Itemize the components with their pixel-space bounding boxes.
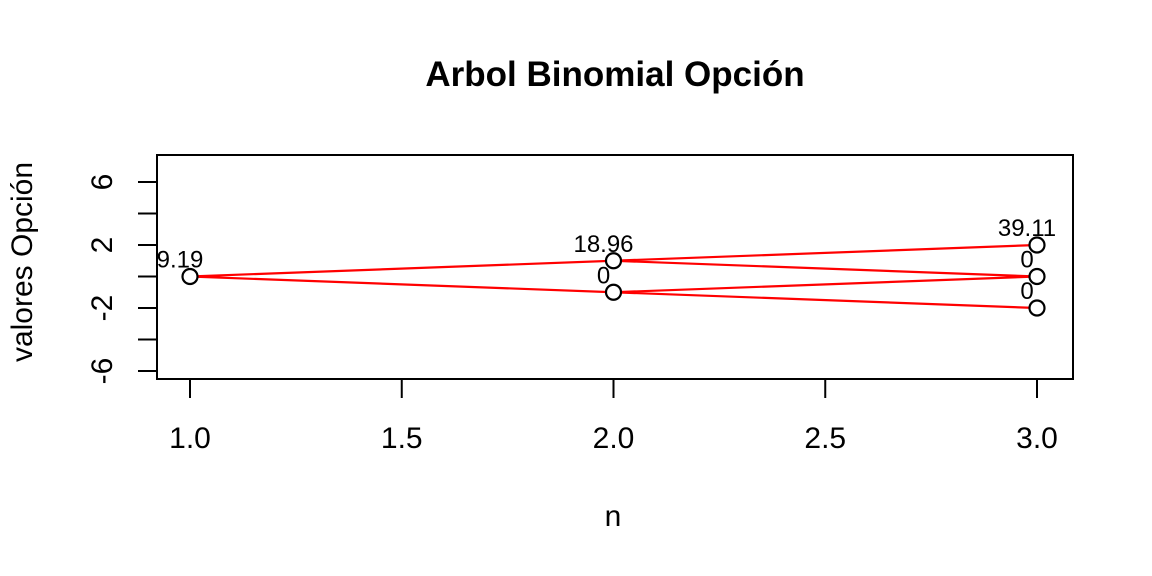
tree-edge [189, 275, 614, 294]
plot-border [156, 154, 1074, 380]
tree-node [1028, 299, 1046, 317]
x-axis-ticks: 1.0 1.5 2.0 2.5 3.0 [169, 380, 1058, 455]
y-tick-label: -2 [86, 295, 119, 322]
node-value-label: 9.19 [157, 247, 204, 274]
x-tick-label: 2.5 [804, 422, 846, 455]
node-value-label: 18.96 [573, 231, 633, 258]
tree-edge [613, 243, 1038, 262]
node-value-labels: 9.19 18.96 0 39.11 0 0 [157, 215, 1057, 305]
tree-node [1028, 236, 1046, 254]
x-tick-label: 1.0 [169, 422, 211, 455]
tree-edges [189, 243, 1038, 310]
node-value-label: 0 [1020, 278, 1033, 305]
y-tick-label: -6 [86, 358, 119, 385]
node-value-label: 0 [1020, 247, 1033, 274]
tree-edge [189, 259, 614, 278]
tree-nodes [181, 236, 1046, 317]
tree-node [604, 252, 623, 270]
y-axis-label: valores Opción [6, 162, 39, 362]
tree-node [604, 283, 623, 301]
chart-title: Arbol Binomial Opción [425, 55, 804, 94]
tree-edge [613, 259, 1038, 278]
x-tick-label: 1.5 [381, 422, 423, 455]
y-axis-ticks: 6 2 -2 -6 [86, 174, 156, 385]
x-tick-label: 3.0 [1016, 422, 1058, 455]
node-value-label: 39.11 [998, 215, 1056, 242]
tree-node [181, 267, 199, 286]
x-tick-label: 2.0 [593, 422, 635, 455]
node-value-label: 0 [597, 262, 610, 289]
y-tick-label: 2 [86, 237, 119, 254]
x-axis-label: n [605, 500, 622, 533]
tree-node [1028, 267, 1046, 286]
tree-edge [613, 275, 1038, 294]
y-tick-label: 6 [86, 174, 119, 191]
tree-edge [613, 291, 1038, 310]
